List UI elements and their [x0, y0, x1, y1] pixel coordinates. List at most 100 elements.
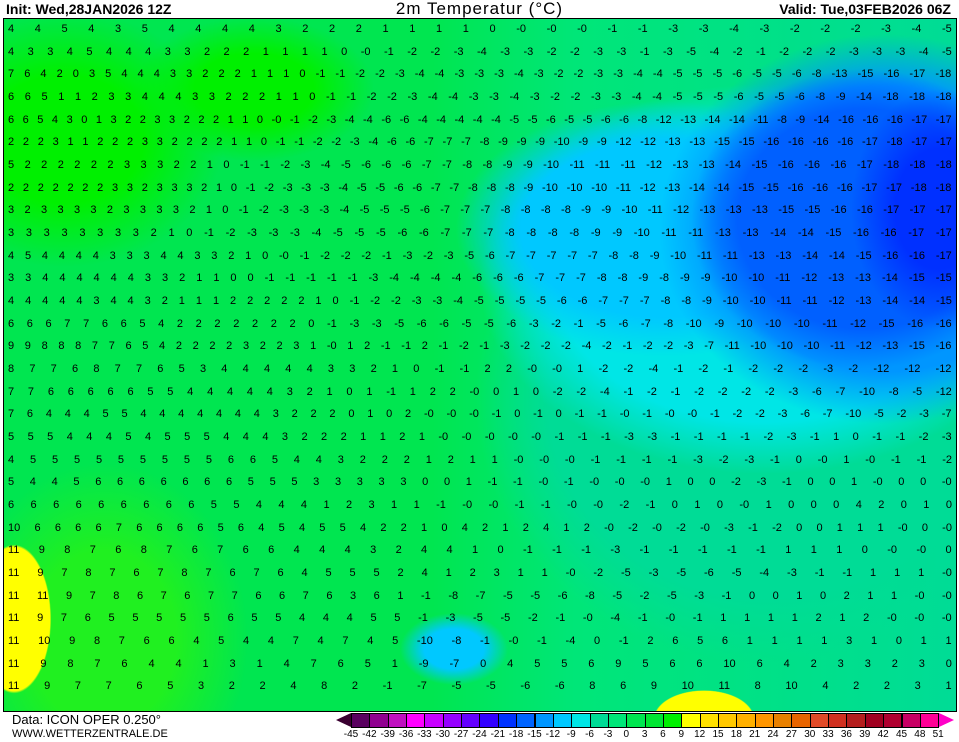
legend-tick-label: -21 [490, 729, 506, 740]
temperature-value: 3 [25, 227, 32, 239]
temperature-value: -13 [831, 68, 848, 81]
temperature-value: 1 [267, 68, 274, 81]
temperature-value: 4 [159, 408, 166, 421]
legend-color-box [497, 713, 518, 728]
temperature-value: -18 [935, 68, 952, 81]
temperature-value: -1 [756, 544, 766, 557]
temperature-value: 6 [47, 385, 54, 398]
temperature-value: -9 [596, 136, 607, 149]
temperature-value: 3 [169, 68, 176, 81]
temperature-value: 7 [302, 589, 309, 602]
temperature-value: -8 [547, 227, 558, 239]
temperature-value: 2 [106, 204, 114, 217]
temperature-value: 4 [298, 521, 306, 534]
temperature-value: 3 [8, 272, 15, 285]
data-source-label: Data: ICON OPER 0.250° [12, 712, 161, 727]
legend-color-box [773, 713, 793, 728]
temperature-value: -1 [326, 272, 337, 285]
temperature-value: -13 [664, 136, 681, 149]
temperature-value: 3 [43, 227, 50, 239]
temperature-value: 1 [315, 295, 322, 307]
temperature-value: -10 [765, 317, 782, 330]
temperature-value: -12 [935, 363, 952, 375]
temperature-value: -12 [935, 385, 952, 398]
temperature-value: 2 [815, 612, 822, 625]
temperature-value: -3 [624, 431, 634, 443]
temperature-value: -14 [828, 249, 845, 262]
temperature-value: -9 [612, 227, 623, 239]
temperature-value: -17 [935, 249, 952, 262]
temperature-value: 0 [819, 589, 827, 602]
temperature-value: -6 [405, 136, 416, 149]
temperature-value: -6 [545, 113, 556, 126]
temperature-value: 3 [109, 249, 116, 262]
temperature-value: 2 [380, 521, 387, 534]
temperature-value: -1 [693, 431, 704, 443]
legend-color-box [736, 713, 756, 728]
legend-color-box [442, 713, 463, 728]
temperature-value: 5 [269, 476, 276, 489]
temperature-value: 2 [214, 317, 221, 330]
temperature-value: 10 [8, 521, 21, 534]
temperature-value: 0 [594, 635, 601, 647]
temperature-value: 2 [8, 136, 15, 149]
temperature-value: 5 [349, 567, 356, 579]
temperature-value: -0 [652, 521, 662, 534]
temperature-value: -0 [462, 499, 473, 511]
temperature-value: -8 [608, 249, 619, 262]
temperature-value: 4 [158, 317, 165, 330]
temperature-value: 6 [95, 476, 102, 489]
temperature-value: -3 [662, 45, 673, 58]
temperature-value: -5 [515, 295, 526, 307]
temperature-value: 5 [561, 657, 568, 670]
temperature-value: -5 [731, 567, 742, 579]
temperature-value: 6 [125, 340, 132, 353]
temperature-value: 5 [205, 453, 212, 466]
legend-tick-label: 3 [641, 729, 648, 740]
temperature-value: -4 [565, 635, 576, 647]
temperature-value: -18 [910, 181, 927, 194]
temperature-value: 2 [192, 340, 199, 353]
temperature-value: 2 [259, 340, 266, 353]
legend-color-box [699, 713, 719, 728]
temperature-value: 8 [67, 657, 74, 670]
temperature-value: 6 [71, 363, 79, 375]
temperature-value: 0 [514, 408, 521, 421]
temperature-value: -0 [527, 363, 537, 375]
temperature-value: 11 [8, 657, 20, 670]
temperature-value: 11 [8, 635, 20, 647]
website-label: WWW.WETTERZENTRALE.DE [12, 728, 168, 740]
temperature-value: 1 [347, 340, 354, 353]
temperature-value: -3 [299, 204, 309, 217]
temperature-value: 4 [263, 363, 271, 375]
value-row: 3 3 4 4 4 4 4 4 3 3 2 1 1 0 0 -1 -1 -1 -1 -1 -3 -4 -4 -4 -4 -6 -6-… [8, 272, 952, 284]
temperature-value: 0 [480, 657, 487, 670]
temperature-value: 5 [47, 431, 54, 443]
temperature-value: 4 [175, 657, 182, 670]
temperature-value: 2 [209, 340, 216, 353]
value-row: 3 3 3 3 3 3 3 3 2 1 0 -1 -2 -3 -3 -3 -4 -5 -5 -5 -6 -6 -7 -7 -7-… [8, 227, 952, 239]
temperature-value: -0 [897, 521, 908, 534]
temperature-value: -2 [779, 45, 789, 58]
temperature-value: -6 [420, 204, 430, 217]
temperature-value: 4 [140, 408, 147, 421]
temperature-value: 5 [73, 453, 81, 466]
temperature-value: -6 [386, 136, 397, 149]
legend-color-box [828, 713, 848, 728]
temperature-value: 6 [53, 499, 60, 511]
temperature-value: 3 [8, 204, 15, 217]
legend-color-box [589, 713, 609, 728]
temperature-value: -16 [812, 136, 829, 149]
temperature-value: 2 [259, 91, 266, 103]
legend-color-box [718, 713, 738, 728]
temperature-value: 4 [285, 363, 292, 375]
temperature-value: -3 [445, 612, 456, 625]
temperature-value: 1 [418, 431, 425, 443]
temperature-value: -2 [642, 340, 653, 353]
temperature-value: -1 [434, 363, 445, 375]
temperature-value: 3 [286, 385, 293, 398]
temperature-value: 2 [226, 340, 233, 353]
temperature-value: 2 [216, 136, 223, 149]
temperature-value: -0 [539, 453, 550, 466]
temperature-value: -0 [700, 521, 710, 534]
